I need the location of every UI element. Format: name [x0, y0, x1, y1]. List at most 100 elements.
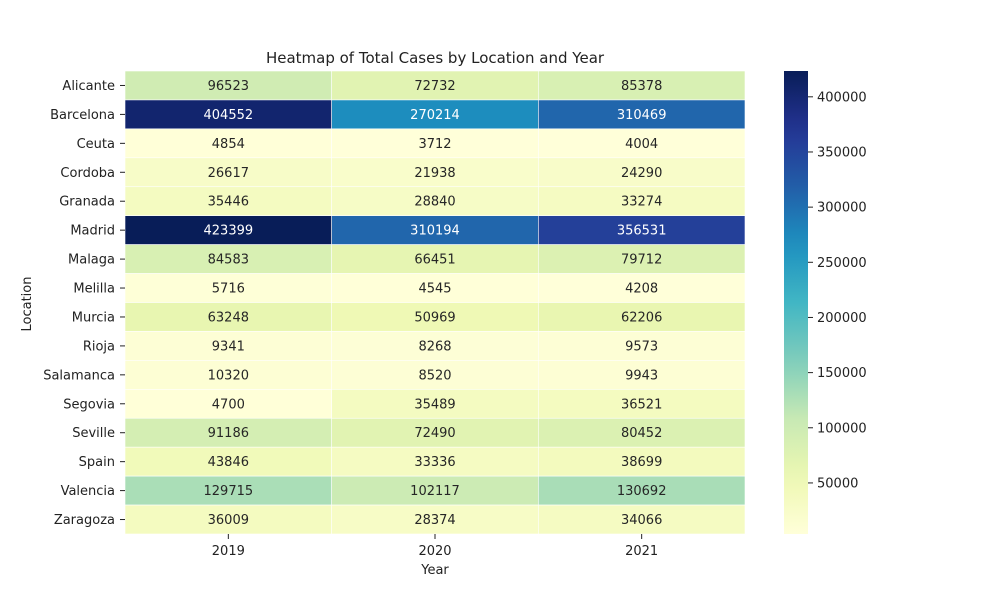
cell-value-label: 84583 — [208, 253, 249, 268]
cell-value-label: 5716 — [212, 282, 245, 297]
y-tick-label: Ceuta — [77, 137, 115, 152]
x-axis-ticks: 2019 2020 2021 — [212, 534, 658, 559]
heatmap-cell — [538, 70, 746, 101]
heatmap-cell — [538, 389, 746, 419]
cell-value-label: 38699 — [621, 455, 662, 470]
heatmap-cell — [124, 157, 332, 188]
cell-value-label: 4700 — [212, 397, 245, 412]
colorbar-tick-label: 50000 — [817, 476, 858, 491]
colorbar-tick-label: 150000 — [817, 366, 867, 381]
cell-value-label: 72490 — [414, 426, 455, 441]
heatmap-cell — [538, 417, 746, 448]
cell-value-label: 129715 — [204, 484, 254, 499]
y-tick-label: Zaragoza — [54, 513, 115, 528]
heatmap-cell — [331, 128, 539, 159]
heatmap-cell — [538, 504, 746, 535]
heatmap-cell — [538, 186, 746, 216]
heatmap-cell — [538, 475, 746, 506]
cell-value-label: 91186 — [208, 426, 249, 441]
heatmap-cell — [331, 504, 539, 535]
cell-value-label: 28840 — [414, 195, 455, 210]
cell-value-label: 62206 — [621, 310, 662, 325]
cell-value-label: 96523 — [208, 79, 249, 94]
cell-value-label: 9341 — [212, 339, 245, 354]
heatmap-cell — [538, 157, 746, 188]
heatmap-cell — [124, 331, 332, 361]
cell-value-label: 3712 — [418, 137, 451, 152]
y-tick-label: Malaga — [68, 253, 115, 268]
cell-value-label: 35489 — [414, 397, 455, 412]
colorbar: 50000 100000 150000 200000 250000 300000 35000… — [784, 71, 867, 534]
cell-value-label: 4004 — [625, 137, 658, 152]
cell-value-label: 35446 — [208, 195, 249, 210]
heatmap-cell — [331, 99, 539, 130]
heatmap-cells — [124, 70, 746, 535]
heatmap-cell — [538, 215, 746, 245]
cell-value-label: 36521 — [621, 397, 662, 412]
heatmap-cell — [331, 417, 539, 448]
cell-value-label: 33336 — [414, 455, 455, 470]
cell-value-label: 85378 — [621, 79, 662, 94]
cell-value-label: 26617 — [208, 166, 249, 181]
heatmap-cell — [538, 360, 746, 390]
heatmap-cell — [331, 215, 539, 245]
cell-value-label: 34066 — [621, 513, 662, 528]
cell-value-label: 63248 — [208, 310, 249, 325]
x-tick-label: 2020 — [418, 544, 451, 559]
colorbar-gradient — [784, 71, 808, 534]
y-axis-ticks: Alicante Barcelona Ceuta Cordoba Granada Madr… — [43, 79, 125, 528]
cell-value-label: 8268 — [418, 339, 451, 354]
cell-value-label: 356531 — [617, 224, 667, 239]
y-tick-label: Madrid — [70, 224, 115, 239]
cell-value-label: 310469 — [617, 108, 667, 123]
y-axis-label: Location — [20, 277, 35, 332]
cell-value-label: 66451 — [414, 253, 455, 268]
colorbar-tick-label: 200000 — [817, 311, 867, 326]
cell-value-label: 33274 — [621, 195, 662, 210]
cell-value-label: 102117 — [410, 484, 460, 499]
heatmap-cell — [538, 244, 746, 274]
heatmap-cell — [331, 186, 539, 216]
cell-value-label: 80452 — [621, 426, 662, 441]
colorbar-tick-label: 250000 — [817, 256, 867, 271]
heatmap-cell — [331, 244, 539, 274]
heatmap-cell — [538, 302, 746, 332]
heatmap-cell — [538, 331, 746, 361]
cell-value-label: 8520 — [418, 368, 451, 383]
y-tick-label: Granada — [59, 195, 115, 210]
y-tick-label: Rioja — [83, 339, 115, 354]
cell-value-label: 72732 — [414, 79, 455, 94]
heatmap-cell — [538, 446, 746, 477]
colorbar-tick-label: 400000 — [817, 90, 867, 105]
cell-value-label: 79712 — [621, 253, 662, 268]
colorbar-tick-label: 350000 — [817, 145, 867, 160]
y-tick-label: Spain — [79, 455, 115, 470]
x-axis-label: Year — [420, 563, 449, 578]
colorbar-tick-label: 300000 — [817, 201, 867, 216]
cell-value-label: 43846 — [208, 455, 249, 470]
cell-value-label: 4545 — [418, 282, 451, 297]
heatmap-cell — [124, 70, 332, 101]
heatmap-cell — [124, 504, 332, 535]
heatmap-cell — [331, 70, 539, 101]
chart-title: Heatmap of Total Cases by Location and Y… — [266, 49, 605, 67]
y-tick-label: Cordoba — [60, 166, 115, 181]
x-tick-label: 2021 — [625, 544, 658, 559]
heatmap-cell — [124, 446, 332, 477]
cell-value-label: 21938 — [414, 166, 455, 181]
heatmap-cell — [124, 417, 332, 448]
heatmap-cell — [331, 389, 539, 419]
cell-value-label: 24290 — [621, 166, 662, 181]
cell-value-label: 423399 — [204, 224, 254, 239]
cell-value-label: 9943 — [625, 368, 658, 383]
heatmap-cell — [538, 99, 746, 130]
heatmap-cell — [124, 244, 332, 274]
cell-value-label: 4854 — [212, 137, 245, 152]
heatmap-cell — [331, 273, 539, 303]
y-tick-label: Melilla — [73, 282, 115, 297]
cell-value-label: 10320 — [208, 368, 249, 383]
x-tick-label: 2019 — [212, 544, 245, 559]
y-tick-label: Salamanca — [43, 368, 115, 383]
